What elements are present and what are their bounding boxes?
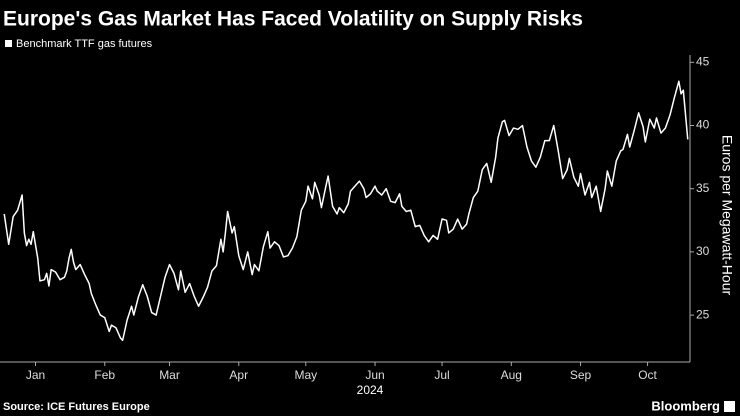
x-tick-label: Aug: [501, 368, 522, 382]
y-tick-label: 30: [696, 244, 710, 258]
x-tick-label: May: [294, 368, 317, 382]
legend-label: Benchmark TTF gas futures: [16, 38, 153, 50]
x-tick-label: Oct: [638, 368, 657, 382]
x-tick-label: Jun: [365, 368, 384, 382]
chart-title: Europe's Gas Market Has Faced Volatility…: [3, 8, 583, 31]
x-tick-label: Apr: [229, 368, 248, 382]
x-tick-label: Feb: [94, 368, 115, 382]
x-tick-label: Sep: [570, 368, 592, 382]
brand: Bloomberg: [651, 398, 720, 413]
x-axis-label: 2024: [357, 383, 384, 397]
y-tick-label: 45: [696, 54, 710, 68]
y-tick-label: 35: [696, 181, 710, 195]
x-tick-label: Jul: [434, 368, 449, 382]
x-tick-label: Mar: [159, 368, 180, 382]
y-tick-label: 40: [696, 118, 710, 132]
series-line: [3, 80, 689, 342]
source: Source: ICE Futures Europe: [3, 401, 150, 413]
brand-icon: [724, 401, 735, 412]
y-tick-label: 25: [696, 307, 710, 321]
y-axis-label: Euros per Megawatt-Hour: [719, 135, 735, 296]
legend-swatch: [5, 40, 12, 47]
x-tick-label: Jan: [26, 368, 45, 382]
